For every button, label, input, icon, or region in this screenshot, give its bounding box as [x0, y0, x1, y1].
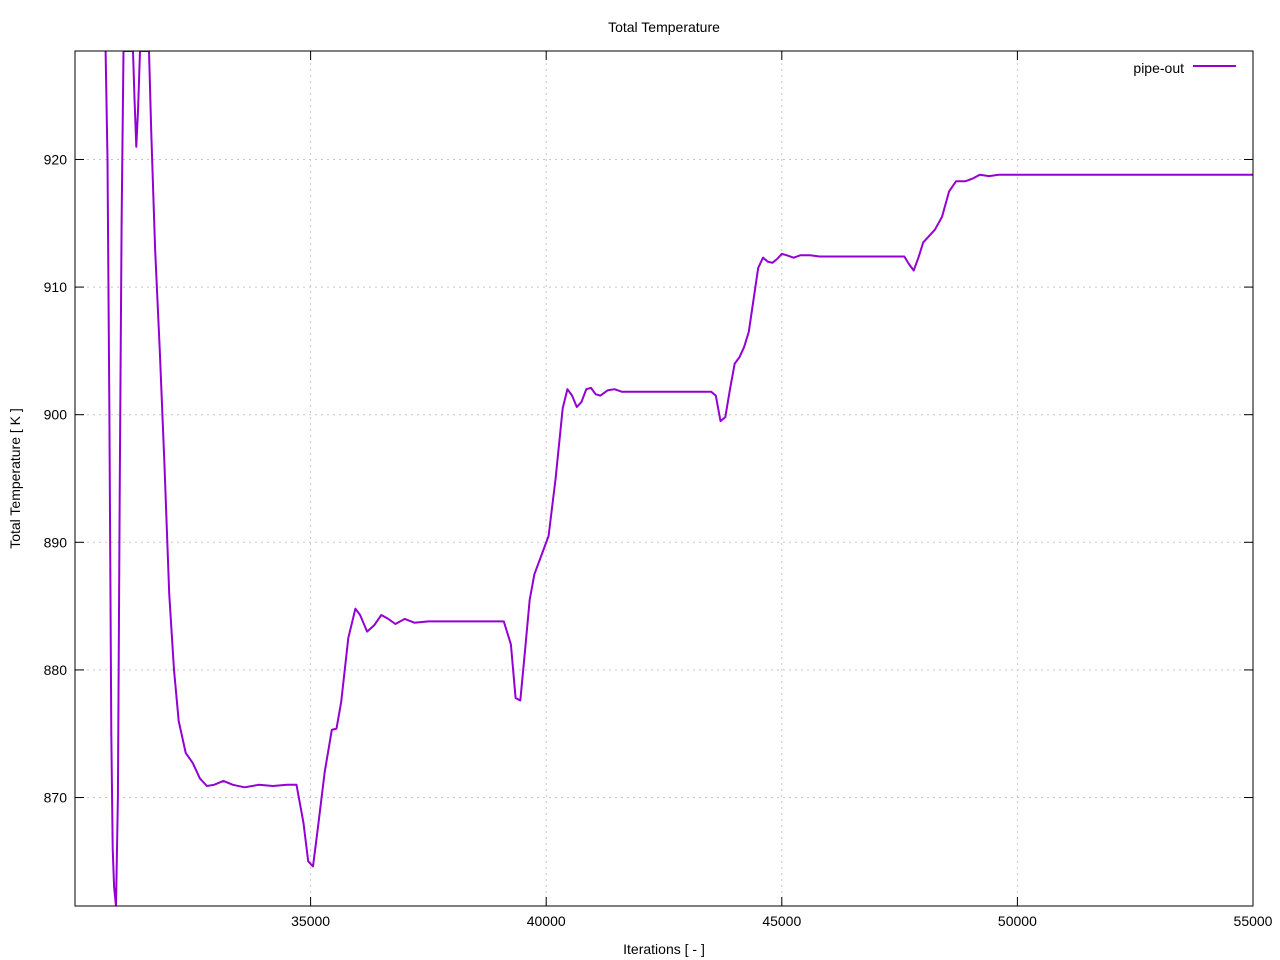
y-axis-label: Total Temperature [ K ]: [7, 408, 23, 549]
plot-frame: [74, 50, 1254, 907]
y-tick-label: 910: [44, 279, 68, 295]
y-tick-label: 890: [44, 534, 68, 550]
x-tick-label: 35000: [291, 913, 330, 929]
axis-ticks: 870 880 890 900 910 920 35000 40000 45000 50000 55…: [44, 51, 1273, 929]
grid-lines: [75, 51, 1254, 906]
y-tick-label: 880: [44, 662, 68, 678]
x-tick-label: 50000: [998, 913, 1037, 929]
y-tick-label: 900: [44, 407, 68, 423]
x-tick-label: 45000: [762, 913, 801, 929]
chart-title: Total Temperature: [608, 19, 720, 35]
x-tick-label: 40000: [527, 913, 566, 929]
plot-area: [104, 51, 1253, 906]
y-tick-label: 870: [44, 790, 68, 806]
y-tick-label: 920: [44, 151, 68, 167]
x-tick-label: 55000: [1234, 913, 1273, 929]
series-line-pipe-out: [104, 51, 1253, 906]
x-axis-label: Iterations [ - ]: [623, 941, 705, 957]
legend-label-pipe-out: pipe-out: [1133, 60, 1184, 76]
legend: pipe-out: [1133, 60, 1236, 76]
